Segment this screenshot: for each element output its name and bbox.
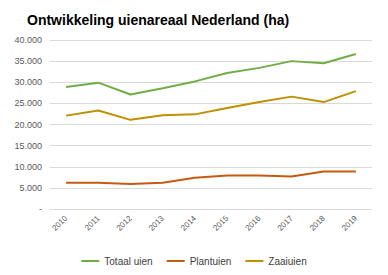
- svg-text:2012: 2012: [115, 213, 134, 232]
- svg-text:2011: 2011: [83, 213, 102, 232]
- svg-text:25.000: 25.000: [14, 98, 42, 108]
- svg-text:2010: 2010: [50, 213, 69, 232]
- svg-text:30.000: 30.000: [14, 77, 42, 87]
- svg-text:35.000: 35.000: [14, 56, 42, 66]
- svg-text:2014: 2014: [179, 213, 198, 232]
- svg-text:2013: 2013: [147, 213, 166, 232]
- svg-text:Totaal uien: Totaal uien: [104, 256, 152, 267]
- svg-text:5.000: 5.000: [19, 183, 42, 193]
- svg-text:Zaaiuien: Zaaiuien: [268, 256, 306, 267]
- svg-text:Ontwikkeling uienareaal Nederl: Ontwikkeling uienareaal Nederland (ha): [27, 12, 289, 28]
- svg-text:-: -: [39, 204, 42, 214]
- svg-text:Plantuien: Plantuien: [190, 256, 232, 267]
- svg-text:40.000: 40.000: [14, 35, 42, 45]
- svg-text:2015: 2015: [211, 213, 230, 232]
- svg-text:15.000: 15.000: [14, 141, 42, 151]
- svg-text:2016: 2016: [244, 213, 263, 232]
- svg-text:10.000: 10.000: [14, 162, 42, 172]
- svg-text:2017: 2017: [276, 213, 295, 232]
- svg-text:2018: 2018: [308, 213, 327, 232]
- svg-text:2019: 2019: [340, 213, 359, 232]
- svg-text:20.000: 20.000: [14, 120, 42, 130]
